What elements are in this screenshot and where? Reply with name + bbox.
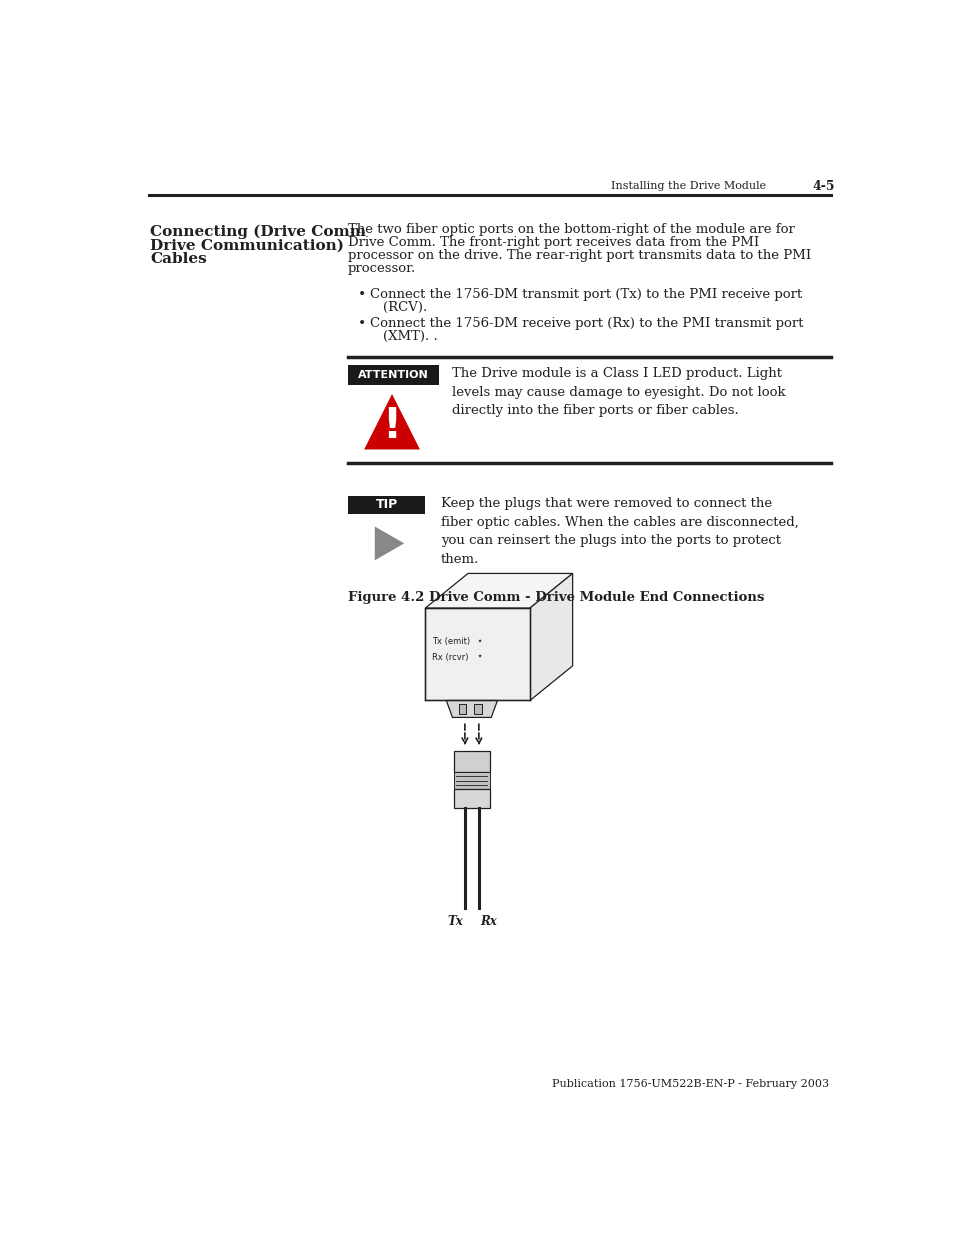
- Polygon shape: [446, 701, 497, 717]
- Polygon shape: [364, 394, 419, 450]
- Text: Drive Communication): Drive Communication): [150, 239, 344, 252]
- Text: Rx (rcvr): Rx (rcvr): [431, 653, 468, 661]
- Text: !: !: [382, 405, 401, 447]
- Polygon shape: [425, 573, 572, 608]
- Text: (XMT). .: (XMT). .: [382, 331, 437, 343]
- Text: processor.: processor.: [348, 262, 416, 276]
- Text: Connect the 1756-DM receive port (Rx) to the PMI transmit port: Connect the 1756-DM receive port (Rx) to…: [370, 317, 803, 331]
- Text: Figure 4.2 Drive Comm - Drive Module End Connections: Figure 4.2 Drive Comm - Drive Module End…: [348, 592, 763, 604]
- Polygon shape: [425, 608, 530, 701]
- Text: TIP: TIP: [375, 498, 397, 511]
- Bar: [474, 705, 481, 713]
- Text: Drive Comm. The front-right port receives data from the PMI: Drive Comm. The front-right port receive…: [348, 236, 759, 249]
- Text: Rx: Rx: [480, 915, 497, 927]
- Text: Cables: Cables: [150, 252, 207, 266]
- Text: Tx: Tx: [447, 915, 463, 927]
- Text: processor on the drive. The rear-right port transmits data to the PMI: processor on the drive. The rear-right p…: [348, 250, 810, 262]
- Text: (RCV).: (RCV).: [382, 301, 427, 313]
- Text: ATTENTION: ATTENTION: [357, 369, 429, 380]
- Text: Connecting (Drive Comm: Connecting (Drive Comm: [150, 225, 366, 239]
- Text: $\star$: $\star$: [476, 650, 482, 660]
- Polygon shape: [530, 573, 572, 701]
- Bar: [458, 705, 466, 713]
- Text: $\star$: $\star$: [476, 635, 482, 645]
- Text: The Drive module is a Class I LED product. Light
levels may cause damage to eyes: The Drive module is a Class I LED produc…: [452, 367, 785, 418]
- Text: 4-5: 4-5: [812, 180, 835, 193]
- Text: Keep the plugs that were removed to connect the
fiber optic cables. When the cab: Keep the plugs that were removed to conn…: [440, 497, 798, 566]
- Bar: [454, 751, 489, 772]
- Text: Connect the 1756-DM transmit port (Tx) to the PMI receive port: Connect the 1756-DM transmit port (Tx) t…: [370, 288, 801, 301]
- Text: Installing the Drive Module: Installing the Drive Module: [611, 181, 765, 191]
- Polygon shape: [375, 527, 404, 561]
- Bar: [348, 496, 425, 515]
- Bar: [454, 772, 489, 789]
- Bar: [348, 364, 439, 385]
- Text: Publication 1756-UM522B-EN-P - February 2003: Publication 1756-UM522B-EN-P - February …: [552, 1079, 828, 1089]
- Text: •: •: [357, 288, 366, 302]
- Bar: [454, 789, 489, 808]
- Text: The two fiber optic ports on the bottom-right of the module are for: The two fiber optic ports on the bottom-…: [348, 222, 794, 236]
- Text: Tx (emit): Tx (emit): [431, 638, 469, 646]
- Text: •: •: [357, 317, 366, 331]
